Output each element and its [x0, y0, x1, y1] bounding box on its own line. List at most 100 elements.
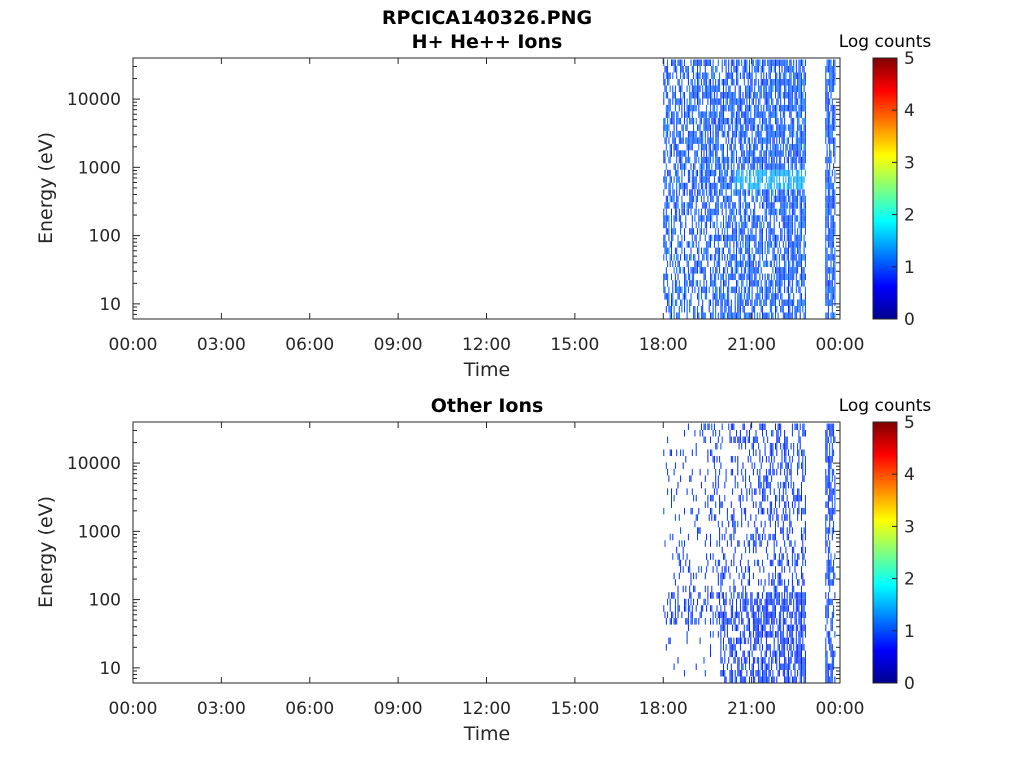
spectrogram-cell	[725, 234, 727, 242]
spectrogram-cell	[713, 488, 715, 495]
spectrogram-cell	[769, 117, 771, 125]
spectrogram-cell	[829, 572, 831, 580]
spectrogram-cell	[715, 286, 717, 294]
spectrogram-cell	[719, 163, 721, 170]
spectrogram-cell	[825, 234, 827, 242]
spectrogram-cell	[784, 137, 786, 144]
spectrogram-cell	[756, 176, 758, 183]
spectrogram-cell	[664, 85, 666, 92]
spectrogram-cell	[801, 195, 802, 203]
spectrogram-cell	[827, 670, 829, 677]
spectrogram-cell	[738, 436, 740, 443]
spectrogram-cell	[717, 98, 719, 105]
spectrogram-cell	[729, 241, 731, 248]
spectrogram-cell	[756, 156, 758, 164]
spectrogram-cell	[825, 189, 827, 196]
spectrogram-cell	[674, 299, 676, 306]
spectrogram-cell	[793, 247, 795, 255]
spectrogram-cell	[700, 111, 702, 118]
spectrogram-cell	[771, 299, 773, 306]
spectrogram-cell	[777, 169, 779, 177]
spectrogram-cell	[791, 312, 793, 319]
spectrogram-cell	[763, 566, 765, 573]
spectrogram-cell	[691, 488, 693, 495]
spectrogram-cell	[693, 228, 695, 235]
spectrogram-cell	[768, 163, 770, 170]
spectrogram-cell	[778, 169, 780, 177]
spectrogram-cell	[797, 488, 799, 495]
spectrogram-cell	[713, 117, 715, 125]
spectrogram-cell	[834, 280, 836, 287]
spectrogram-cell	[743, 137, 745, 144]
spectrogram-cell	[728, 182, 730, 190]
spectrogram-cell	[767, 312, 769, 319]
spectrogram-cell	[733, 169, 735, 177]
spectrogram-cell	[763, 481, 765, 489]
spectrogram-cell	[782, 221, 784, 229]
spectrogram-cell	[826, 215, 828, 222]
spectrogram-cell	[830, 507, 832, 515]
spectrogram-cell	[704, 92, 706, 99]
spectrogram-cell	[784, 514, 786, 521]
spectrogram-cell	[690, 280, 692, 287]
spectrogram-cell	[669, 618, 671, 625]
spectrogram-cell	[804, 208, 806, 216]
spectrogram-cell	[762, 559, 763, 567]
spectrogram-cell	[803, 267, 805, 274]
spectrogram-cell	[729, 247, 731, 255]
spectrogram-cell	[782, 611, 784, 619]
spectrogram-cell	[689, 299, 691, 306]
spectrogram-cell	[712, 195, 714, 203]
spectrogram-cell	[830, 430, 832, 437]
spectrogram-cell	[687, 611, 689, 619]
spectrogram-cell	[760, 611, 762, 619]
spectrogram-cell	[738, 195, 740, 203]
spectrogram-cell	[710, 618, 711, 625]
spectrogram-cell	[669, 169, 671, 177]
spectrogram-cell	[773, 176, 775, 183]
spectrogram-cell	[663, 72, 665, 79]
spectrogram-cell	[752, 124, 754, 131]
spectrogram-cell	[684, 208, 685, 216]
spectrogram-cell	[785, 260, 787, 268]
spectrogram-cell	[749, 618, 750, 625]
spectrogram-cell	[760, 631, 762, 638]
spectrogram-cell	[788, 228, 789, 235]
spectrogram-cell	[695, 156, 697, 164]
spectrogram-cell	[780, 481, 782, 489]
spectrogram-cell	[768, 202, 770, 209]
spectrogram-cell	[780, 143, 782, 151]
spectrogram-cell	[691, 618, 693, 625]
spectrogram-cell	[677, 130, 679, 138]
spectrogram-cell	[742, 423, 744, 430]
spectrogram-cell	[826, 572, 828, 580]
spectrogram-cell	[765, 663, 767, 670]
spectrogram-cell	[785, 546, 787, 554]
spectrogram-cell	[763, 657, 765, 664]
spectrogram-cell	[715, 299, 717, 306]
spectrogram-cell	[798, 241, 800, 248]
spectrogram-cell	[776, 449, 778, 456]
spectrogram-cell	[711, 507, 713, 515]
spectrogram-cell	[826, 85, 828, 92]
spectrogram-cell	[775, 117, 776, 125]
spectrogram-cell	[785, 663, 787, 670]
spectrogram-cell	[742, 572, 744, 580]
spectrogram-cell	[760, 423, 762, 430]
spectrogram-cell	[771, 189, 773, 196]
spectrogram-cell	[680, 241, 682, 248]
spectrogram-cell	[760, 247, 762, 255]
spectrogram-cell	[697, 260, 698, 268]
spectrogram-cell	[765, 650, 767, 658]
spectrogram-cell	[799, 286, 801, 294]
spectrogram-cell	[801, 273, 802, 281]
spectrogram-cell	[741, 104, 743, 112]
spectrogram-cell	[765, 631, 767, 638]
spectrogram-cell	[707, 176, 709, 183]
spectrogram-cell	[734, 481, 736, 489]
spectrogram-cell	[706, 117, 708, 125]
spectrogram-cell	[825, 299, 827, 306]
spectrogram-cell	[676, 299, 678, 306]
spectrogram-cell	[725, 221, 727, 229]
